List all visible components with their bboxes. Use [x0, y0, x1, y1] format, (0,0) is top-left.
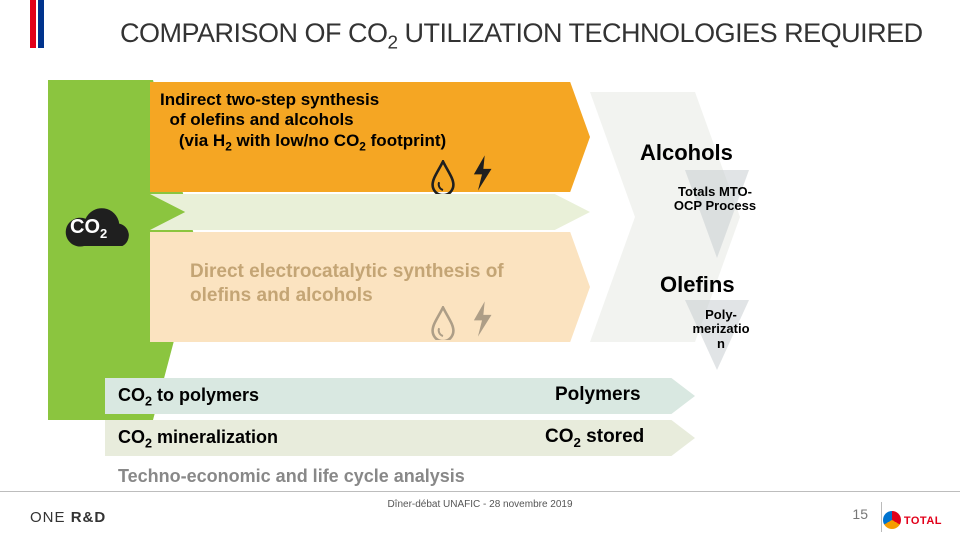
water-drop-icon — [430, 306, 456, 340]
footer-caption: Dîner-débat UNAFIC - 28 novembre 2019 — [0, 499, 960, 510]
bolt-icon — [468, 154, 496, 192]
label-mineralization: CO2 mineralization — [118, 427, 278, 451]
water-drop-icon — [430, 160, 456, 194]
footer-brand: ONE R&D — [30, 509, 106, 526]
footer-divider-vertical — [881, 502, 882, 532]
page-number: 15 — [852, 506, 868, 522]
footer-divider — [0, 491, 960, 492]
accent-bar-red — [30, 0, 36, 48]
page-title: COMPARISON OF CO2 UTILIZATION TECHNOLOGI… — [120, 18, 950, 54]
label-mineralization-out: CO2 stored — [545, 426, 644, 450]
label-mto: Totals MTO-OCP Process — [670, 185, 760, 214]
co2-label: CO2 — [70, 216, 107, 241]
label-polymers: CO2 to polymers — [118, 385, 259, 409]
accent-bar-blue — [38, 0, 44, 48]
label-indirect: Indirect two-step synthesis of olefins a… — [160, 90, 550, 153]
bar-gap — [150, 194, 590, 230]
label-tea: Techno-economic and life cycle analysis — [118, 466, 465, 487]
label-polymerization: Poly-merization — [676, 308, 766, 351]
label-polymers-out: Polymers — [555, 384, 641, 406]
logo-total: TOTAL — [883, 512, 942, 530]
total-logo-icon — [883, 511, 901, 529]
label-olefins: Olefins — [660, 272, 735, 298]
bolt-icon — [468, 300, 496, 338]
slide: COMPARISON OF CO2 UTILIZATION TECHNOLOGI… — [0, 0, 960, 540]
label-alcohols: Alcohols — [640, 140, 733, 166]
